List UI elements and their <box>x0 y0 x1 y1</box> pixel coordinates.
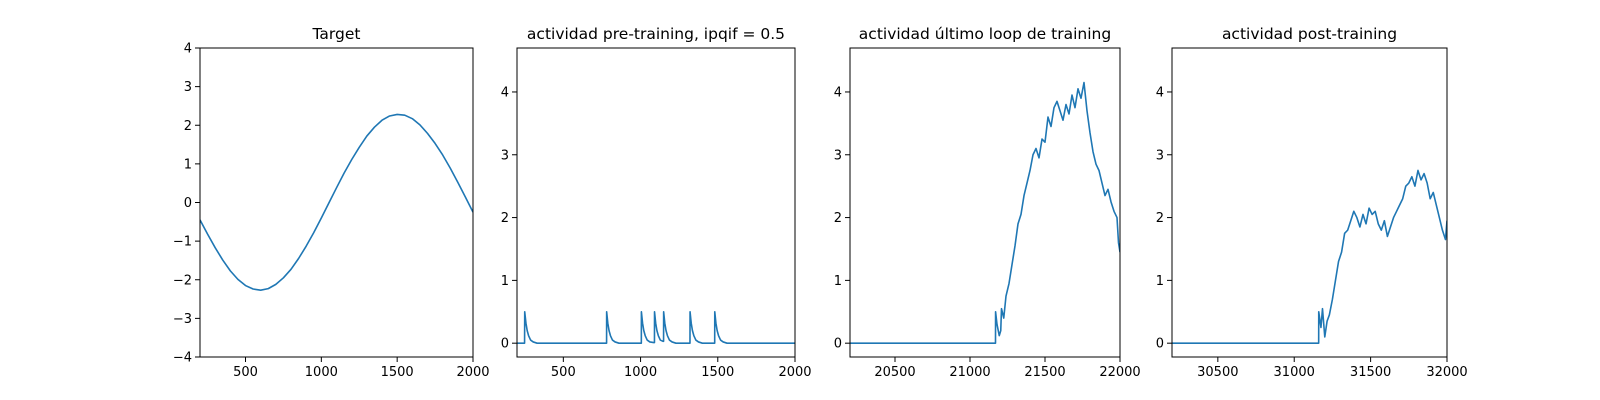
y-tick-label: −2 <box>173 273 192 288</box>
y-tick-label: −1 <box>173 235 192 250</box>
x-tick-label: 1000 <box>624 365 657 380</box>
x-tick-label: 21500 <box>1024 365 1065 380</box>
x-tick-label: 1500 <box>701 365 734 380</box>
axes-frame <box>516 47 796 358</box>
x-tick-label: 20500 <box>874 365 915 380</box>
series-line-1 <box>200 113 473 291</box>
y-tick-label: 1 <box>184 157 192 172</box>
y-tick-label: 2 <box>1156 211 1164 226</box>
x-tick-label: 2000 <box>778 365 811 380</box>
x-tick-label: 2000 <box>456 365 489 380</box>
subplot-2: 500 1000 1500 2000 0 1 2 3 4 actividad pre-traini… <box>501 25 812 380</box>
y-tick-label: 3 <box>501 148 509 163</box>
series-line-1 <box>517 310 795 344</box>
x-tick-label: 31500 <box>1350 365 1391 380</box>
y-tick-label: 3 <box>184 80 192 95</box>
y-tick-label: 0 <box>184 196 192 211</box>
y-tick-label: 4 <box>501 85 509 100</box>
x-tick-label: 500 <box>551 365 576 380</box>
subplot-3: 20500 21000 21500 22000 0 1 2 3 4 actividad últim… <box>834 25 1141 380</box>
y-tick-label: 1 <box>501 274 509 289</box>
series-line-1 <box>1172 169 1447 344</box>
y-tick-label: 3 <box>834 148 842 163</box>
subplot-title: actividad último loop de training <box>859 25 1111 43</box>
subplot-title: actividad post-training <box>1222 25 1397 43</box>
x-tick-label: 31000 <box>1274 365 1315 380</box>
subplot-1: 500 1000 1500 2000 −4 −3 −2 −1 0 1 2 3 4 Target <box>173 25 490 380</box>
subplot-4: 30500 31000 31500 32000 0 1 2 3 4 actividad post-… <box>1156 25 1468 380</box>
y-tick-label: 0 <box>1156 337 1164 352</box>
x-tick-label: 32000 <box>1426 365 1467 380</box>
x-tick-label: 22000 <box>1099 365 1140 380</box>
x-tick-label: 1000 <box>305 365 338 380</box>
y-tick-label: 2 <box>834 211 842 226</box>
y-tick-label: 3 <box>1156 148 1164 163</box>
y-tick-label: −4 <box>173 351 192 366</box>
y-tick-label: 4 <box>834 85 842 100</box>
y-tick-label: 1 <box>834 274 842 289</box>
y-tick-label: 4 <box>1156 85 1164 100</box>
x-tick-label: 500 <box>233 365 258 380</box>
x-tick-label: 30500 <box>1197 365 1238 380</box>
y-tick-label: −3 <box>173 312 192 327</box>
y-tick-label: 0 <box>834 337 842 352</box>
y-tick-label: 4 <box>184 42 192 57</box>
y-tick-label: 2 <box>501 211 509 226</box>
y-tick-label: 0 <box>501 337 509 352</box>
y-tick-label: 2 <box>184 119 192 134</box>
x-tick-label: 21000 <box>949 365 990 380</box>
series-line-1 <box>850 81 1120 344</box>
axes-frame <box>849 47 1121 358</box>
x-tick-label: 1500 <box>381 365 414 380</box>
subplot-title: actividad pre-training, ipqif = 0.5 <box>527 25 785 43</box>
axes-frame <box>1171 47 1448 358</box>
subplot-title: Target <box>312 25 361 43</box>
y-tick-label: 1 <box>1156 274 1164 289</box>
